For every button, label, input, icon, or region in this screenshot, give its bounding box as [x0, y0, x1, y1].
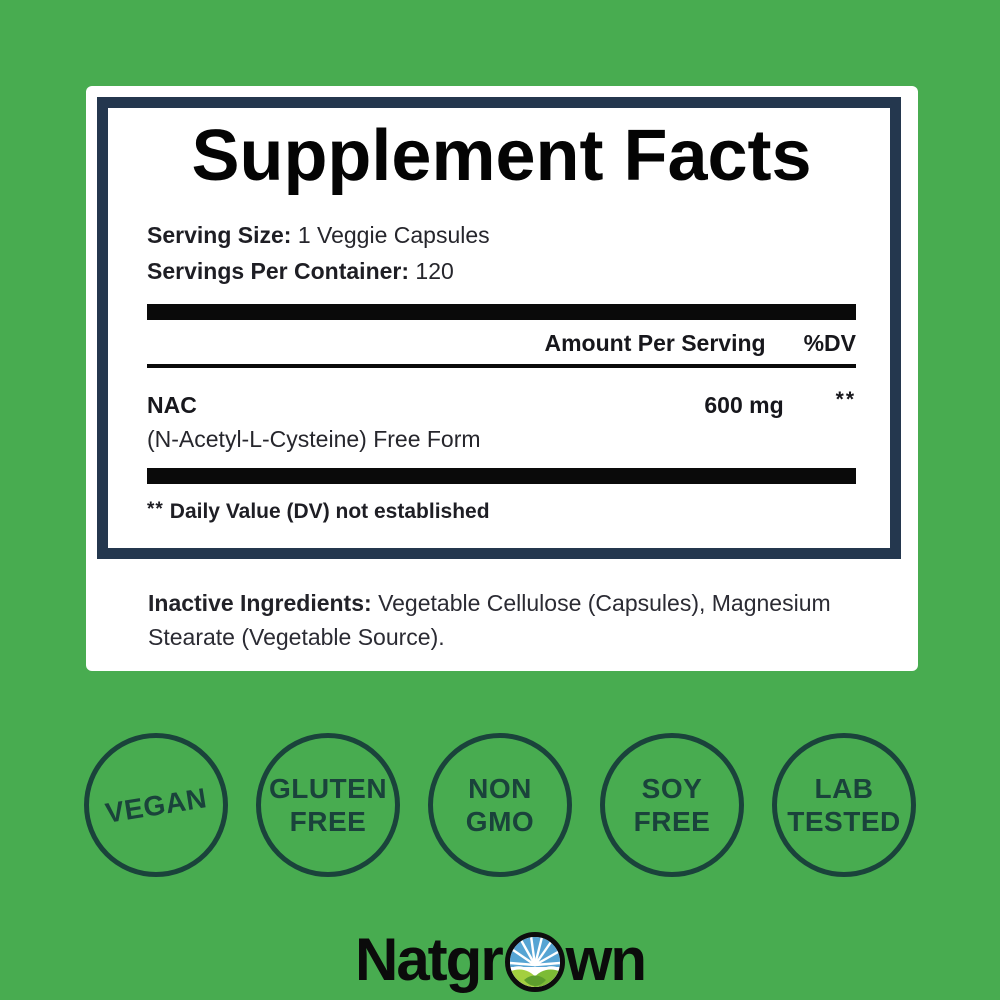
- footnote-text: Daily Value (DV) not established: [169, 500, 490, 523]
- badge-gluten-free: GLUTEN FREE: [256, 733, 400, 877]
- nutrient-name: NAC: [147, 392, 197, 418]
- column-header-row: Amount Per Serving %DV: [147, 328, 856, 358]
- badge-soy-free: SOY FREE: [600, 733, 744, 877]
- nutrient-values: 600 mg **: [704, 388, 856, 420]
- divider-thin: [147, 364, 856, 368]
- badge-label: SOY FREE: [633, 773, 711, 837]
- badge-vegan: VEGAN: [84, 733, 228, 877]
- badge-lab-tested: LAB TESTED: [772, 733, 916, 877]
- nutrient-dv: **: [835, 388, 856, 411]
- servings-per-container-label: Servings Per Container:: [147, 258, 410, 284]
- dv-footnote: ** Daily Value (DV) not established: [147, 498, 856, 527]
- brand-logo: Natgr: [0, 925, 1000, 995]
- badge-label: GLUTEN FREE: [268, 773, 388, 837]
- amount-per-serving-header: Amount Per Serving: [544, 330, 766, 356]
- nutrient-description: (N-Acetyl-L-Cysteine) Free Form: [147, 426, 481, 452]
- footnote-marker: **: [147, 499, 164, 520]
- inactive-ingredients-label: Inactive Ingredients:: [148, 590, 372, 616]
- badges-row: VEGAN GLUTEN FREE NON GMO SOY FREE LAB TESTED: [0, 733, 1000, 877]
- serving-size-line: Serving Size: 1 Veggie Capsules: [147, 220, 856, 250]
- servings-per-container-value: 120: [415, 258, 454, 284]
- nutrient-row: NAC 600 mg **: [147, 388, 856, 420]
- divider-thick-top: [147, 304, 856, 320]
- nutrient-amount: 600 mg: [704, 392, 784, 418]
- dv-header: %DV: [803, 330, 856, 356]
- serving-size-label: Serving Size:: [147, 222, 292, 248]
- divider-thick-bottom: [147, 468, 856, 484]
- servings-per-container-line: Servings Per Container: 120: [147, 256, 856, 286]
- serving-size-value: 1 Veggie Capsules: [297, 222, 490, 248]
- sunrise-over-hills-icon: [504, 932, 565, 992]
- supplement-facts-panel: Supplement Facts Serving Size: 1 Veggie …: [97, 97, 901, 559]
- inactive-ingredients-text: Vegetable Cellulose (Capsules), Magnesiu…: [148, 590, 831, 650]
- brand-text-suffix: wn: [565, 926, 647, 993]
- brand-text-prefix: Natgr: [354, 926, 504, 993]
- badge-label: NON GMO: [465, 773, 535, 837]
- panel-title: Supplement Facts: [191, 116, 812, 196]
- inactive-ingredients: Inactive Ingredients: Vegetable Cellulos…: [148, 586, 838, 654]
- badge-label: VEGAN: [103, 781, 209, 829]
- label-card: Supplement Facts Serving Size: 1 Veggie …: [86, 86, 918, 671]
- badge-label: LAB TESTED: [787, 773, 901, 837]
- badge-non-gmo: NON GMO: [428, 733, 572, 877]
